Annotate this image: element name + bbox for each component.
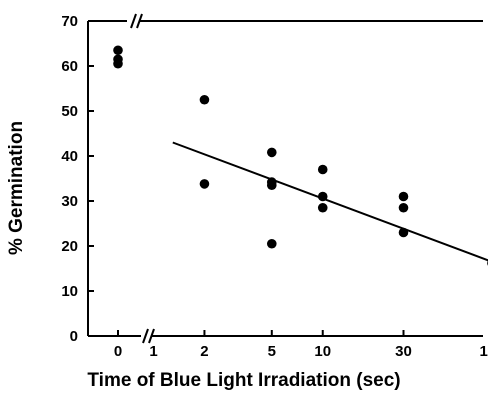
trend-line <box>172 141 488 262</box>
y-tick-label: 50 <box>61 103 78 120</box>
y-tick-label: 40 <box>61 148 78 165</box>
data-point <box>266 238 277 249</box>
data-point <box>398 227 409 238</box>
data-points <box>113 45 488 266</box>
axis-break-mark <box>130 13 137 29</box>
trend-line-group <box>172 141 488 262</box>
x-tick-label: 0 <box>114 343 122 360</box>
data-point <box>113 58 123 69</box>
data-point <box>317 191 328 202</box>
y-tick-label: 70 <box>61 13 78 30</box>
y-tick-label: 30 <box>61 193 78 210</box>
data-point <box>317 164 328 175</box>
x-axis-ticks: 0 1 2 5 10 30 100 <box>114 330 488 360</box>
axis-break-mark <box>148 328 155 344</box>
x-tick-label: 30 <box>395 343 412 360</box>
y-tick-label: 0 <box>70 328 78 345</box>
y-axis-title: % Germination <box>6 121 27 255</box>
y-axis-ticks: 0 10 20 30 40 50 60 70 <box>61 13 94 345</box>
data-point <box>317 202 328 213</box>
data-point <box>398 202 409 213</box>
axes <box>87 13 483 344</box>
y-tick-label: 20 <box>61 238 78 255</box>
x-tick-label: 5 <box>268 343 276 360</box>
x-axis-title: Time of Blue Light Irradiation (sec) <box>87 370 400 391</box>
x-tick-label: 10 <box>314 343 331 360</box>
x-tick-label: 2 <box>200 343 208 360</box>
x-tick-label: 100 <box>479 343 488 360</box>
data-point <box>266 147 277 158</box>
data-point <box>113 45 123 56</box>
data-point <box>199 179 210 189</box>
y-tick-label: 10 <box>61 283 78 300</box>
axis-break-mark <box>136 13 143 29</box>
data-point <box>266 180 277 191</box>
y-tick-label: 60 <box>61 58 78 75</box>
data-point <box>199 94 210 105</box>
data-point <box>398 191 409 202</box>
axis-break-mark <box>142 328 149 344</box>
x-tick-label: 1 <box>149 343 157 360</box>
